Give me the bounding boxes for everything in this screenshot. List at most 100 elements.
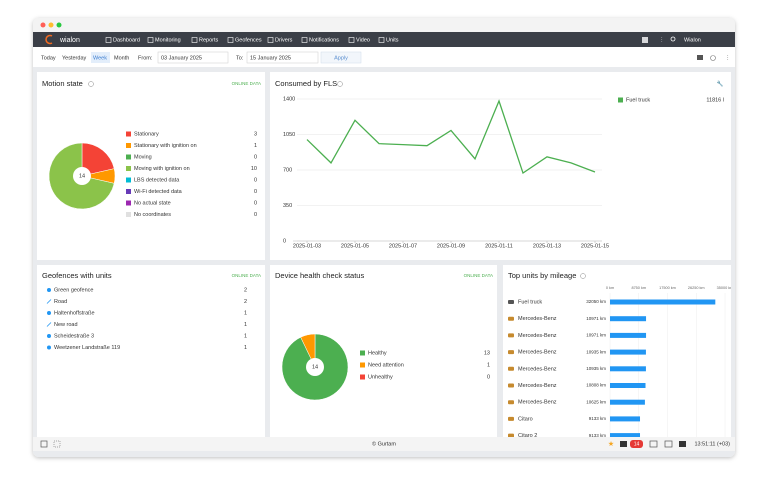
geofence-name[interactable]: Scheidestraße 3	[54, 333, 94, 339]
menu-icon[interactable]: ⋮	[659, 37, 665, 43]
nav-item[interactable]: Reports	[199, 37, 219, 43]
pie-slice	[81, 142, 115, 177]
nav-icon[interactable]	[348, 37, 355, 43]
geofence-icon	[47, 311, 51, 315]
legend-swatch	[126, 212, 131, 217]
export-icon[interactable]	[697, 55, 703, 60]
nav-item[interactable]: Dashboard	[113, 37, 140, 43]
apply-button[interactable]	[320, 51, 362, 64]
nav-item[interactable]: Notifications	[309, 37, 339, 43]
to-input[interactable]	[246, 51, 319, 64]
nav-icon[interactable]	[191, 37, 198, 43]
geofence-name[interactable]: Road	[54, 299, 67, 305]
x-tick-label: 8750 km	[631, 286, 646, 290]
widget-fls	[270, 72, 731, 260]
x-tick-label: 2025-01-07	[389, 243, 417, 249]
unit-name[interactable]: Mercedes-Benz	[518, 350, 557, 356]
period-button[interactable]: Yesterday	[62, 55, 87, 61]
notification-badge[interactable]	[630, 440, 643, 448]
unit-icon	[508, 333, 514, 338]
period-active	[91, 52, 110, 63]
y-tick-label: 700	[283, 167, 292, 173]
mileage-label: 9133 km	[589, 416, 607, 421]
x-tick-label: 2025-01-03	[293, 243, 321, 249]
legend-value: 1	[254, 143, 257, 149]
geofence-units: 2	[244, 299, 247, 305]
sound-icon[interactable]	[664, 440, 673, 448]
nav-item[interactable]: Video	[356, 37, 370, 43]
legend-label: No actual state	[134, 200, 171, 206]
geofence-units: 1	[244, 310, 247, 316]
notification-count: 14	[634, 441, 640, 447]
nav-icon[interactable]	[105, 37, 112, 43]
geofence-name[interactable]: Weetzener Landstraße 119	[54, 345, 120, 351]
unit-icon	[508, 433, 514, 437]
messages-icon[interactable]	[620, 441, 627, 447]
geofence-units: 1	[244, 333, 247, 339]
copyright: © Gurtam	[372, 440, 396, 447]
legend-swatch	[360, 350, 365, 356]
bar	[610, 399, 645, 405]
help-icon[interactable]	[88, 81, 94, 87]
clock: 13:51:11 (+03)	[694, 441, 730, 447]
legend-label: Fuel truck	[626, 97, 650, 103]
geofence-name[interactable]: Haltenhoffstraße	[54, 310, 95, 316]
nav-icon[interactable]	[147, 37, 154, 43]
unit-name[interactable]: Citaro 2	[518, 433, 537, 439]
geofence-name[interactable]: Green geofence	[54, 287, 93, 293]
widget-title: Device health check status	[275, 271, 364, 280]
panel-toggle[interactable]	[40, 440, 48, 448]
from-input[interactable]	[157, 51, 229, 64]
settings-icon[interactable]: 🔧	[717, 79, 724, 87]
unit-name[interactable]: Mercedes-Benz	[518, 316, 557, 322]
legend-label: Moving with ignition on	[134, 166, 190, 172]
apps-icon[interactable]	[642, 37, 648, 43]
nav-item[interactable]: Monitoring	[155, 37, 181, 43]
user-name[interactable]: Wialon	[684, 37, 701, 43]
unit-name[interactable]: Mercedes-Benz	[518, 366, 557, 372]
widget-title: Geofences with units	[42, 271, 112, 280]
legend-swatch	[126, 166, 131, 171]
maximize-button[interactable]	[56, 22, 62, 28]
unit-icon	[508, 300, 514, 304]
help-icon[interactable]	[337, 81, 343, 87]
widget-title: Motion state	[42, 79, 83, 88]
user-icon[interactable]	[670, 36, 676, 42]
grid-toggle[interactable]	[53, 440, 61, 448]
nav-icon[interactable]	[301, 37, 308, 43]
nav-icon[interactable]	[378, 37, 385, 43]
geofence-name[interactable]: New road	[54, 322, 78, 328]
period-button[interactable]: Month	[114, 55, 129, 61]
pie-center	[306, 358, 324, 376]
nav-icon[interactable]	[227, 37, 234, 43]
bar	[610, 383, 646, 388]
pie-total: 14	[79, 173, 85, 179]
nav-item[interactable]: Units	[386, 37, 399, 43]
more-icon[interactable]: ⋮	[725, 55, 731, 61]
nav-item[interactable]: Geofences	[235, 37, 262, 43]
unit-name[interactable]: Citaro	[518, 416, 533, 422]
period-button[interactable]: Week	[93, 55, 107, 61]
mileage-label: 10625 km	[586, 399, 606, 404]
unit-name[interactable]: Mercedes-Benz	[518, 400, 557, 406]
monitor-icon[interactable]	[679, 441, 686, 447]
legend-value: 0	[254, 212, 257, 218]
favorite-icon[interactable]: ★	[608, 440, 614, 448]
unit-name[interactable]: Mercedes-Benz	[518, 333, 557, 339]
help-icon[interactable]	[580, 273, 586, 279]
unit-name[interactable]: Mercedes-Benz	[518, 383, 557, 389]
status-icon[interactable]	[649, 440, 658, 448]
legend-label: Stationary with ignition on	[134, 143, 197, 149]
x-tick-label: 26250 km	[688, 286, 705, 290]
widget-title: Top units by mileage	[508, 271, 576, 280]
minimize-button[interactable]	[48, 22, 54, 28]
nav-item[interactable]: Drivers	[275, 37, 293, 43]
nav-icon[interactable]	[267, 37, 274, 43]
period-button[interactable]: Today	[41, 55, 56, 61]
help-icon[interactable]	[710, 55, 716, 61]
legend-swatch	[126, 143, 131, 148]
legend-swatch	[126, 154, 131, 160]
unit-name[interactable]: Fuel truck	[518, 299, 542, 305]
close-button[interactable]	[40, 22, 46, 28]
geofence-units: 1	[244, 345, 247, 351]
